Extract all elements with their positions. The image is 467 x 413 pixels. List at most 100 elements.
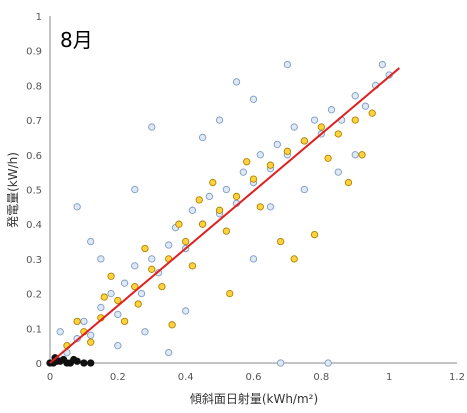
data-point-yellow <box>266 161 275 169</box>
x-tick-label: 0.6 <box>246 372 262 383</box>
data-point-blue <box>73 203 81 211</box>
tick-labels: 0 0.2 0.4 0.6 0.8 1 1.2 0 0.1 0.2 0.3 0.4 0.5 0.6 0.7 0… <box>26 12 465 383</box>
data-point-blue <box>120 279 129 287</box>
data-point-yellow <box>358 151 366 159</box>
data-point-yellow <box>324 154 332 162</box>
data-point-blue <box>56 328 64 336</box>
data-point-blue <box>87 237 95 246</box>
data-point-yellow <box>134 300 142 308</box>
data-point-blue <box>148 255 156 263</box>
data-point-black <box>73 357 81 365</box>
data-point-blue <box>300 185 309 194</box>
data-point-yellow <box>310 230 319 239</box>
data-point-yellow <box>100 293 108 301</box>
data-point-blue <box>188 206 197 214</box>
y-tick-label: 0.9 <box>26 47 42 58</box>
data-point-blue <box>310 116 319 124</box>
data-point-yellow <box>222 227 231 235</box>
data-point-blue <box>148 123 156 131</box>
data-point-blue <box>131 262 139 270</box>
data-point-yellow <box>300 137 309 145</box>
y-tick-label: 0.7 <box>26 116 42 127</box>
x-tick-label: 0 <box>47 372 53 383</box>
y-tick-label: 0 <box>36 359 42 370</box>
data-point-yellow <box>232 192 241 201</box>
data-point-yellow <box>158 283 166 291</box>
y-tick-label: 1 <box>36 12 42 23</box>
y-tick-label: 0.2 <box>26 290 42 301</box>
data-point-blue <box>198 133 207 142</box>
data-point-blue <box>97 303 105 312</box>
data-point-blue <box>222 185 231 194</box>
x-tick-label: 0.8 <box>313 372 329 383</box>
data-point-yellow <box>188 262 197 270</box>
data-point-yellow <box>148 265 156 273</box>
data-point-blue <box>97 255 105 263</box>
data-point-yellow <box>351 116 359 124</box>
fit-line <box>49 67 400 364</box>
data-point-yellow <box>249 175 258 183</box>
data-point-yellow <box>107 272 115 280</box>
data-point-yellow <box>120 317 129 326</box>
data-point-blue <box>114 341 122 350</box>
data-point-yellow <box>87 338 95 346</box>
data-point-yellow <box>283 147 292 155</box>
data-point-yellow <box>290 255 298 263</box>
data-point-blue <box>266 203 275 211</box>
data-point-yellow <box>368 109 376 117</box>
data-point-yellow <box>114 296 122 305</box>
data-point-blue <box>165 348 173 357</box>
data-point-yellow <box>226 289 234 298</box>
data-point-blue <box>131 185 139 194</box>
data-point-blue <box>249 95 258 103</box>
data-point-blue <box>327 106 336 114</box>
data-point-blue <box>351 151 359 159</box>
data-point-blue <box>232 78 241 86</box>
x-tick-label: 0.4 <box>178 372 194 383</box>
data-point-blue <box>378 60 387 69</box>
data-point-blue <box>87 331 95 339</box>
data-point-yellow <box>215 206 224 214</box>
data-point-blue <box>334 168 342 176</box>
fit-line-layer <box>49 67 400 364</box>
y-tick-label: 0.1 <box>26 324 42 335</box>
data-point-blue <box>273 140 281 149</box>
data-point-blue <box>283 60 292 69</box>
data-point-yellow <box>195 196 203 204</box>
data-point-yellow <box>344 178 353 187</box>
data-points <box>46 60 393 367</box>
data-point-blue <box>256 151 264 159</box>
data-point-yellow <box>175 220 183 228</box>
y-tick-label: 0.8 <box>26 81 42 92</box>
y-tick-label: 0.3 <box>26 255 42 266</box>
data-point-black <box>87 359 95 367</box>
data-point-blue <box>361 102 370 110</box>
data-point-blue <box>182 307 190 315</box>
y-tick-label: 0.6 <box>26 151 42 162</box>
data-point-blue <box>141 328 149 336</box>
data-point-blue <box>249 255 258 263</box>
data-point-blue <box>276 359 285 367</box>
axes-layer <box>49 16 457 364</box>
data-point-blue <box>290 123 298 131</box>
data-point-yellow <box>276 237 285 246</box>
data-point-yellow <box>243 158 251 166</box>
data-point-blue <box>215 116 224 124</box>
panel-label: 8月 <box>60 28 93 52</box>
data-point-blue <box>324 359 332 367</box>
data-point-yellow <box>73 317 81 326</box>
y-tick-label: 0.4 <box>26 220 42 231</box>
data-point-blue <box>205 192 214 201</box>
data-point-blue <box>114 310 122 319</box>
x-tick-label: 0.2 <box>110 372 126 383</box>
x-tick-label: 1.2 <box>449 372 465 383</box>
data-point-yellow <box>334 130 342 138</box>
x-tick-label: 1 <box>386 372 392 383</box>
x-axis-title: 傾斜面日射量(kWh/m²) <box>190 391 318 406</box>
data-point-yellow <box>209 178 217 187</box>
data-point-yellow <box>317 123 325 131</box>
data-point-yellow <box>168 321 176 329</box>
data-point-blue <box>351 92 359 100</box>
